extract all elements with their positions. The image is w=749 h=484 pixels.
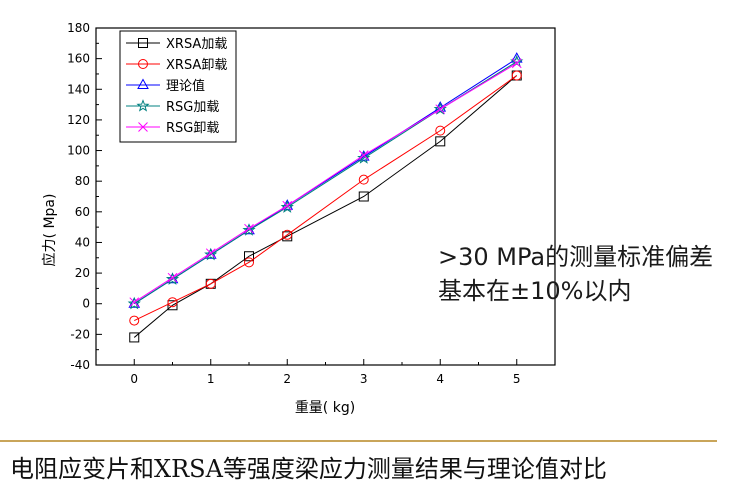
axes: 0 1 2 3 4 5 -40 -20 0 20 40 60 80 100 120 140 160 180 xyxy=(67,21,520,386)
x-tick-label: 0 xyxy=(130,372,138,386)
y-tick-label: -40 xyxy=(70,358,90,372)
series-circle xyxy=(129,70,522,326)
data-point xyxy=(435,104,446,115)
x-tick-label: 2 xyxy=(283,372,291,386)
divider xyxy=(0,440,717,442)
data-point xyxy=(205,278,216,289)
annotation-line-2: 基本在±10%以内 xyxy=(438,277,632,305)
y-tick-label: 20 xyxy=(75,266,90,280)
data-point xyxy=(204,247,218,261)
series-line xyxy=(133,62,518,303)
y-tick-label: 80 xyxy=(75,174,90,188)
data-point xyxy=(244,251,254,262)
y-tick-label: 140 xyxy=(67,82,90,96)
annotation-note: >30 MPa的测量标准偏差 基本在±10%以内 xyxy=(438,240,713,308)
data-point xyxy=(282,229,293,240)
data-point xyxy=(167,297,178,308)
data-point xyxy=(129,297,140,308)
y-tick-label: -20 xyxy=(70,327,90,341)
legend-label: 理论值 xyxy=(166,78,205,94)
data-point xyxy=(435,136,446,147)
y-tick-label: 60 xyxy=(75,205,90,219)
y-tick-label: 40 xyxy=(75,235,90,249)
data-point xyxy=(357,151,371,164)
y-axis-label: 应力( Mpa) xyxy=(41,194,58,267)
series-line xyxy=(134,75,518,322)
legend-label: RSG加载 xyxy=(166,100,219,115)
series-x xyxy=(129,58,522,308)
y-tick-label: 0 xyxy=(82,297,90,311)
data-point xyxy=(129,315,140,326)
x-tick-label: 4 xyxy=(436,372,444,386)
data-point xyxy=(127,296,141,310)
annotation-line-1: >30 MPa的测量标准偏差 xyxy=(438,243,714,271)
data-point xyxy=(511,58,522,69)
y-tick-label: 180 xyxy=(67,21,90,35)
data-point xyxy=(282,200,293,211)
data-point xyxy=(244,223,254,234)
legend-label: RSG卸载 xyxy=(166,120,219,136)
data-point xyxy=(129,332,140,343)
x-axis-label: 重量( kg) xyxy=(295,400,355,416)
data-point xyxy=(280,200,294,213)
stress-chart: 0 1 2 3 4 5 -40 -20 0 20 40 60 80 100 120 140 160 180 XRS… xyxy=(41,21,556,416)
series-group xyxy=(127,52,524,343)
data-point xyxy=(166,272,179,284)
x-tick-label: 1 xyxy=(207,372,215,386)
data-point xyxy=(358,191,369,202)
data-point xyxy=(358,174,369,185)
legend-marker xyxy=(138,122,148,132)
legend-marker xyxy=(137,78,149,89)
y-tick-label: 120 xyxy=(67,113,90,127)
data-point xyxy=(433,102,447,115)
data-point xyxy=(167,300,178,311)
data-point xyxy=(165,272,180,285)
legend-marker xyxy=(136,99,150,112)
x-tick-label: 3 xyxy=(360,372,368,386)
data-point xyxy=(510,54,524,68)
legend-label: XRSA加载 xyxy=(166,37,227,52)
data-point xyxy=(242,223,256,236)
data-point xyxy=(167,272,178,283)
data-point xyxy=(205,248,216,259)
x-tick-label: 5 xyxy=(513,372,521,386)
data-point xyxy=(244,257,254,268)
data-point xyxy=(358,150,369,160)
series-line xyxy=(133,75,518,338)
legend-marker xyxy=(138,59,148,69)
y-tick-label: 160 xyxy=(67,52,90,66)
y-tick-label: 100 xyxy=(67,144,90,158)
data-point xyxy=(435,125,446,136)
data-point xyxy=(128,297,141,308)
legend-marker xyxy=(138,38,148,48)
legend-label: XRSA卸载 xyxy=(166,57,227,73)
figure-caption: 电阻应变片和XRSA等强度梁应力测量结果与理论值对比 xyxy=(10,455,607,483)
data-point xyxy=(511,70,522,81)
data-point xyxy=(204,248,217,259)
